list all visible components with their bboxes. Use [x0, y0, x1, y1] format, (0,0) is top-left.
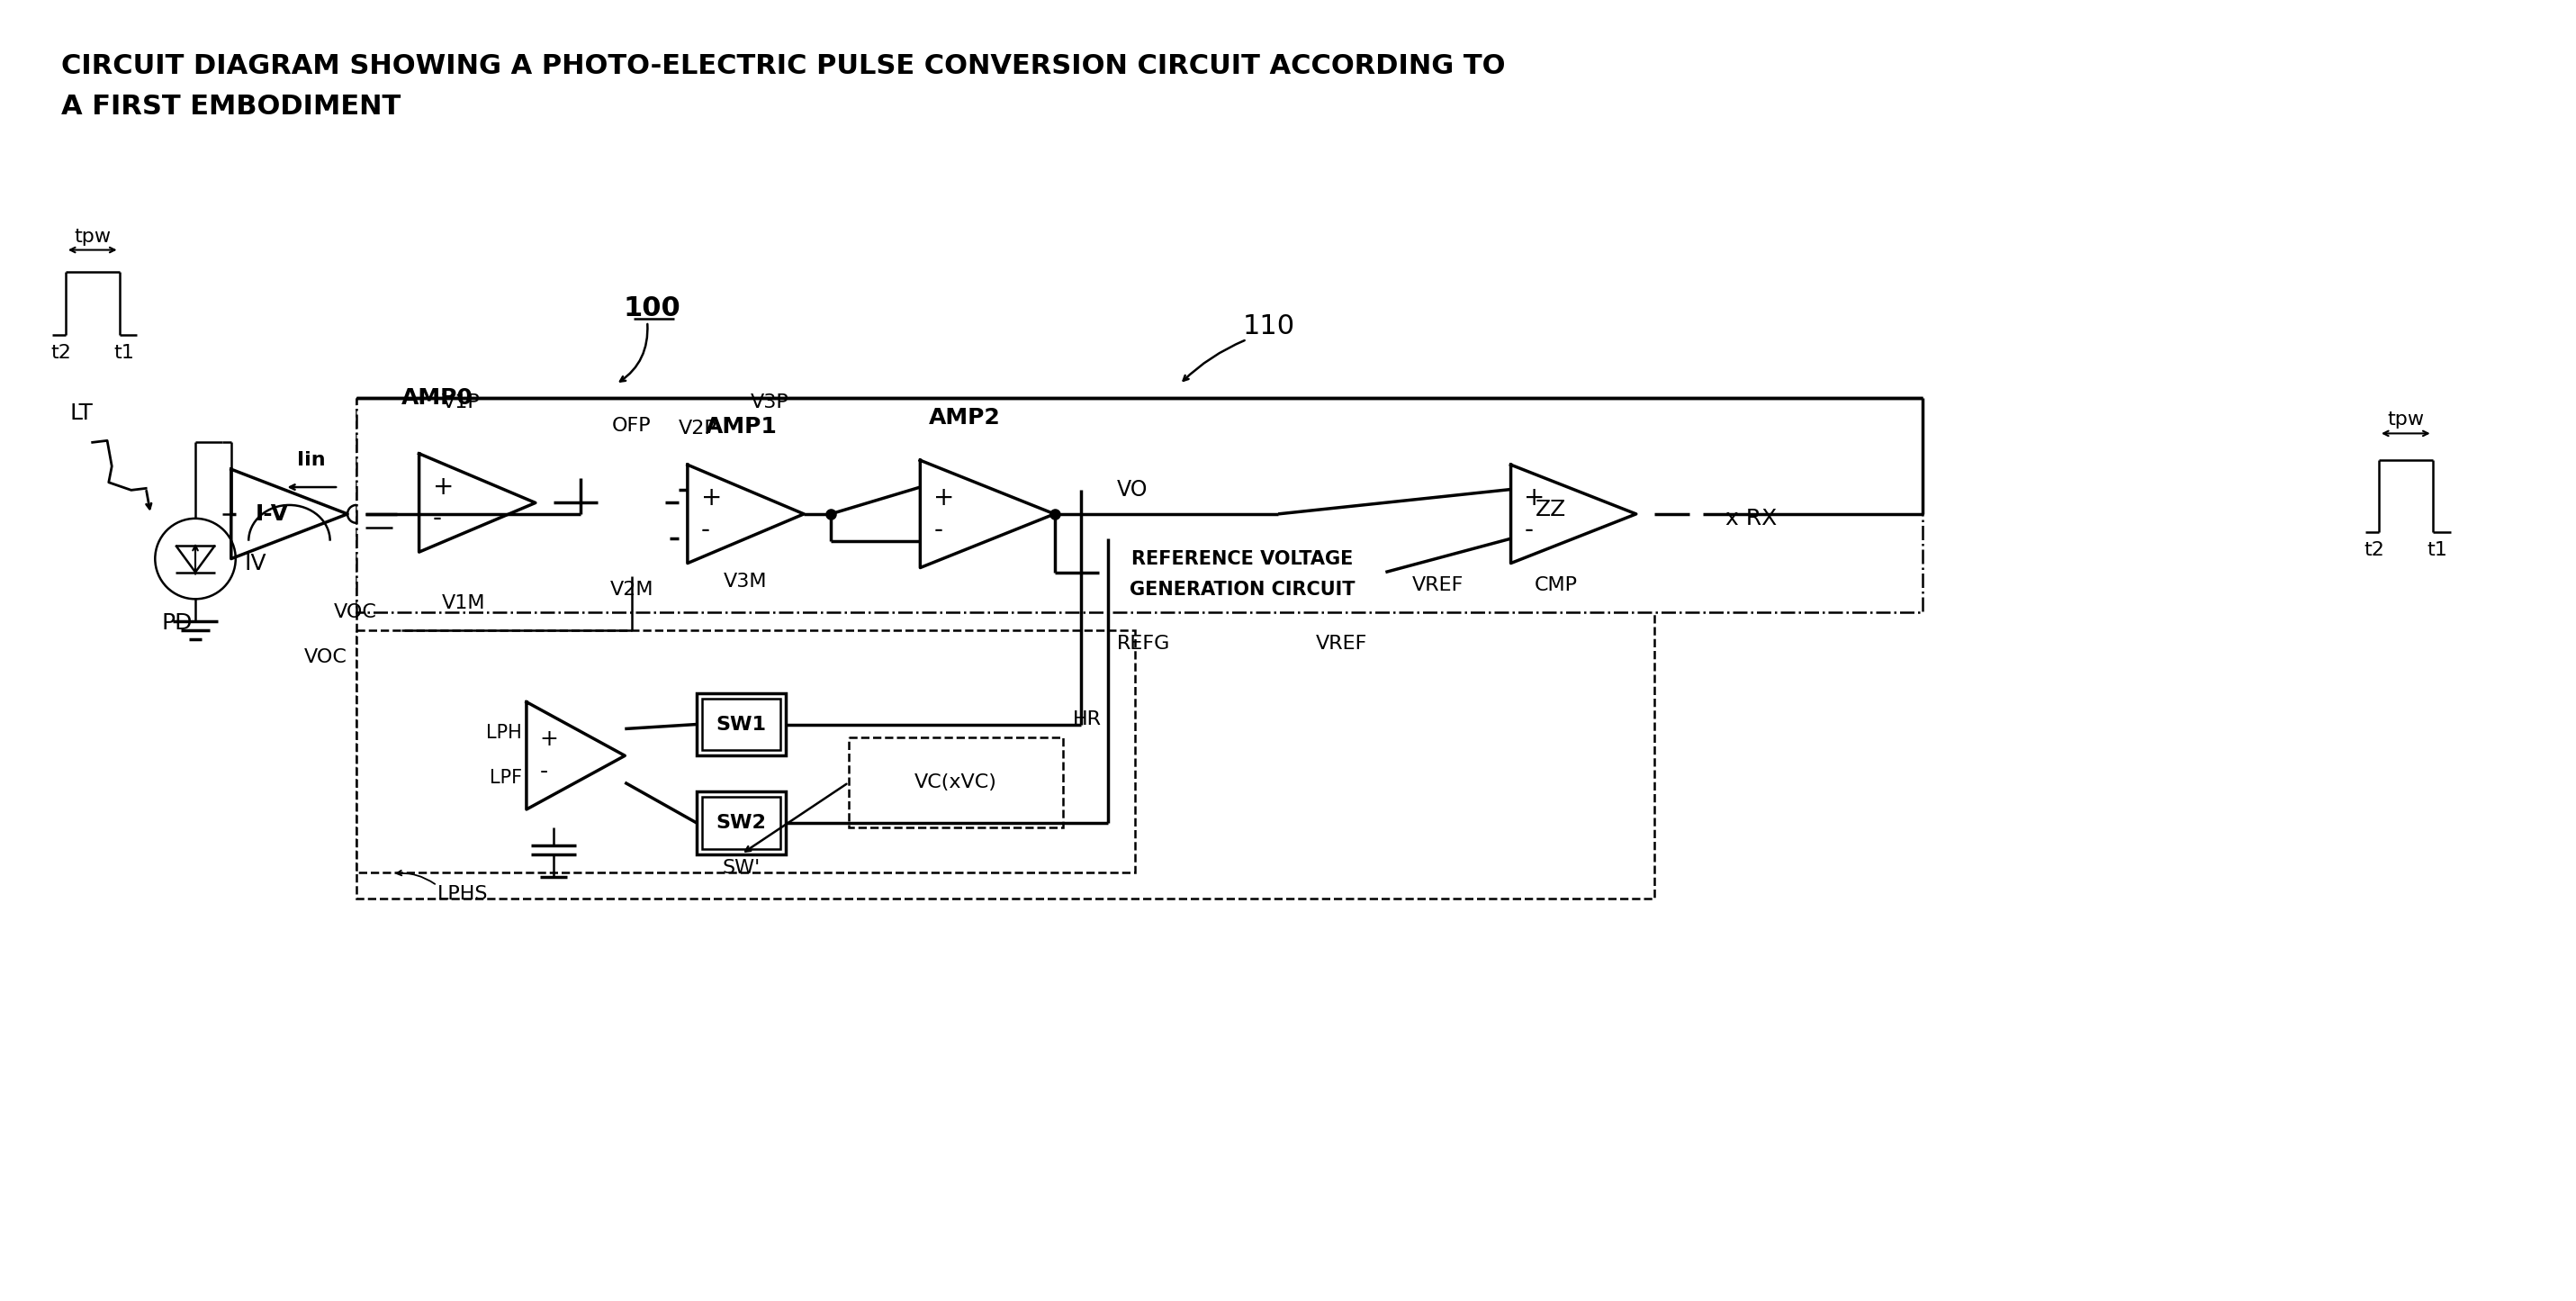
Text: t1: t1: [113, 343, 134, 362]
Text: t2: t2: [2365, 541, 2385, 559]
Text: -: -: [433, 506, 440, 532]
Bar: [355, 398, 1654, 899]
Text: x RX: x RX: [1726, 507, 1777, 530]
Text: VOC: VOC: [335, 604, 376, 622]
Text: +: +: [541, 729, 559, 751]
Text: GENERATION CIRCUIT: GENERATION CIRCUIT: [1131, 582, 1355, 598]
Text: LT: LT: [70, 403, 93, 424]
Text: VREF: VREF: [1412, 576, 1463, 595]
Text: REFERENCE VOLTAGE: REFERENCE VOLTAGE: [1131, 550, 1352, 567]
Text: -: -: [541, 761, 549, 783]
Bar: [701, 796, 781, 848]
Text: ZZ: ZZ: [1535, 498, 1566, 520]
Text: I-V: I-V: [255, 503, 289, 524]
Text: LPHS: LPHS: [438, 886, 487, 903]
Bar: [696, 693, 786, 756]
Text: REFG: REFG: [1118, 635, 1170, 653]
Bar: [392, 415, 580, 591]
Bar: [1100, 523, 1386, 622]
Text: t1: t1: [2427, 541, 2447, 559]
Text: +: +: [701, 485, 721, 510]
Text: AMP2: AMP2: [930, 407, 1002, 429]
Text: V2M: V2M: [611, 582, 654, 600]
Text: CMP: CMP: [1533, 576, 1577, 595]
Text: HR: HR: [1072, 710, 1100, 729]
Text: AMP1: AMP1: [706, 416, 778, 438]
Text: tpw: tpw: [2388, 411, 2424, 429]
Bar: [696, 791, 786, 855]
Bar: [608, 479, 654, 541]
Bar: [598, 442, 665, 576]
Text: SW2: SW2: [716, 814, 768, 831]
Bar: [848, 738, 1064, 827]
Text: VC(xVC): VC(xVC): [914, 774, 997, 791]
Text: SW1: SW1: [716, 716, 768, 734]
Text: +: +: [1525, 485, 1546, 510]
Text: VO: VO: [1118, 479, 1149, 501]
Text: OFP: OFP: [613, 418, 652, 436]
Bar: [355, 398, 1922, 613]
Bar: [701, 699, 781, 751]
Text: VREF: VREF: [1316, 635, 1368, 653]
Text: IV: IV: [245, 553, 268, 574]
Text: V2P: V2P: [677, 420, 716, 438]
Text: -: -: [1525, 518, 1533, 543]
Text: V3P: V3P: [750, 393, 788, 411]
Text: -: -: [933, 518, 943, 543]
Text: V1M: V1M: [440, 595, 484, 613]
Text: LPF: LPF: [489, 769, 523, 787]
Text: +: +: [933, 485, 956, 510]
Text: CIRCUIT DIAGRAM SHOWING A PHOTO-ELECTRIC PULSE CONVERSION CIRCUIT ACCORDING TO: CIRCUIT DIAGRAM SHOWING A PHOTO-ELECTRIC…: [62, 53, 1504, 79]
Bar: [355, 631, 1136, 872]
Text: V1P: V1P: [440, 393, 479, 411]
Text: LPH: LPH: [487, 725, 523, 743]
Text: SW': SW': [721, 859, 760, 877]
Text: PD: PD: [162, 613, 193, 634]
Text: -: -: [701, 518, 711, 543]
Text: Iin: Iin: [296, 451, 327, 470]
Text: t2: t2: [52, 343, 72, 362]
Text: A FIRST EMBODIMENT: A FIRST EMBODIMENT: [62, 94, 402, 120]
Text: V3M: V3M: [724, 572, 768, 591]
Text: 110: 110: [1242, 314, 1296, 340]
Text: 100: 100: [623, 295, 680, 321]
Text: tpw: tpw: [75, 228, 111, 246]
Text: VOC: VOC: [304, 648, 348, 666]
Text: AMP0: AMP0: [402, 386, 474, 409]
Text: +: +: [433, 474, 453, 500]
